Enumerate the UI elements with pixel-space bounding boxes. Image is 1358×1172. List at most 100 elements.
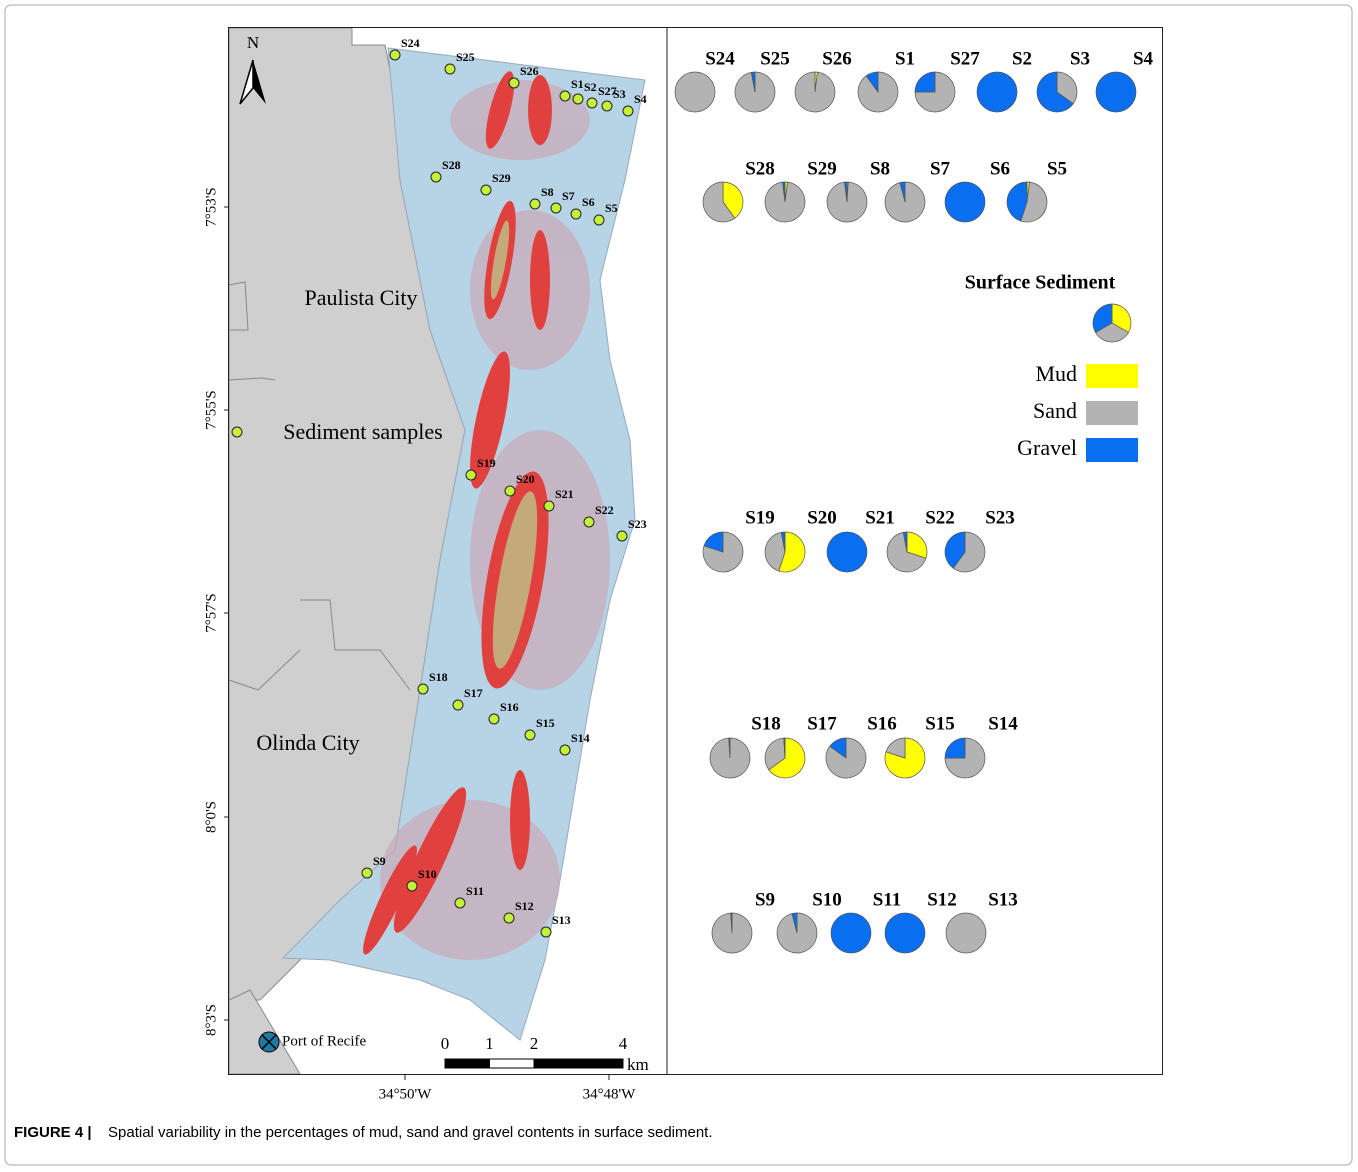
- pie-label: S11: [873, 889, 902, 910]
- pie-label: S8: [870, 158, 890, 179]
- pie-label: S21: [865, 507, 895, 528]
- pie-label: S27: [950, 48, 980, 69]
- place-label: Port of Recife: [282, 1033, 366, 1049]
- scale-segment: [445, 1059, 490, 1068]
- sample-point: [594, 215, 604, 225]
- figure: N Paulista City Sediment samples Olinda …: [0, 0, 1358, 1172]
- sample-label: S21: [555, 487, 574, 501]
- sample-point: [544, 501, 554, 511]
- sample-label: S19: [477, 456, 496, 470]
- pie-label: S23: [985, 507, 1015, 528]
- sample-label: S23: [628, 517, 647, 531]
- legend-label: Gravel: [1017, 435, 1077, 460]
- pie-slice: [827, 532, 867, 572]
- lat-label: 7°55'S: [203, 390, 219, 430]
- sample-label: S16: [500, 700, 519, 714]
- pie-slice: [885, 913, 925, 953]
- legend-title: Surface Sediment: [965, 272, 1116, 294]
- sample-point: [431, 172, 441, 182]
- place-label: Paulista City: [304, 285, 417, 310]
- legend-swatch: [1086, 401, 1138, 425]
- sample-point: [489, 714, 499, 724]
- scale-label: 4: [619, 1034, 628, 1053]
- pie-label: S10: [812, 889, 842, 910]
- lat-label: 7°57'S: [203, 593, 219, 633]
- sample-point: [509, 78, 519, 88]
- pie-label: S19: [745, 507, 775, 528]
- lon-label: 34°48'W: [583, 1086, 637, 1102]
- sample-label: S15: [536, 716, 555, 730]
- sample-label: S25: [456, 50, 475, 64]
- scale-label: 0: [441, 1034, 450, 1053]
- sample-point: [541, 927, 551, 937]
- sample-point: [466, 470, 476, 480]
- sample-label: S9: [373, 854, 386, 868]
- place-label: Sediment samples: [283, 419, 442, 444]
- sample-label: S3: [613, 87, 626, 101]
- pie-slice: [795, 72, 835, 112]
- sample-point: [617, 531, 627, 541]
- sample-label: S6: [582, 195, 595, 209]
- lat-label: 8°0'S: [203, 801, 219, 833]
- pie-label: S22: [925, 507, 955, 528]
- sample-label: S8: [541, 185, 554, 199]
- sample-label: S17: [464, 686, 483, 700]
- pie-slice: [946, 913, 986, 953]
- north-label: N: [247, 33, 259, 52]
- caption-text: Spatial variability in the percentages o…: [108, 1124, 713, 1141]
- legend-swatch: [1086, 364, 1138, 388]
- scale-segment: [534, 1059, 623, 1068]
- pie-slice: [977, 72, 1017, 112]
- map-area: [229, 28, 667, 1074]
- sample-point: [445, 64, 455, 74]
- sample-label: S10: [418, 867, 437, 881]
- pie-slice: [1096, 72, 1136, 112]
- sample-point: [571, 209, 581, 219]
- sample-point: [481, 185, 491, 195]
- sample-point: [504, 913, 514, 923]
- legend-label: Sand: [1033, 398, 1077, 423]
- pie-label: S13: [988, 889, 1018, 910]
- sample-point: [525, 730, 535, 740]
- sample-label: S18: [429, 670, 448, 684]
- pie-label: S9: [755, 889, 775, 910]
- pie-slice: [675, 72, 715, 112]
- scale-label: 2: [530, 1034, 539, 1053]
- scale-segment: [490, 1059, 535, 1068]
- pie-label: S5: [1047, 158, 1067, 179]
- sample-label: S12: [515, 899, 534, 913]
- sample-label: S24: [401, 36, 420, 50]
- pie-slice: [831, 913, 871, 953]
- pie-label: S29: [807, 158, 837, 179]
- sample-label: S26: [520, 64, 539, 78]
- sample-point: [602, 101, 612, 111]
- lat-label: 8°3'S: [203, 1004, 219, 1036]
- sample-label: S28: [442, 158, 461, 172]
- figure-frame: [5, 5, 1352, 1165]
- lat-label: 7°53'S: [203, 187, 219, 227]
- sample-legend-marker: [232, 427, 242, 437]
- pie-label: S24: [705, 48, 735, 69]
- sample-point: [407, 881, 417, 891]
- pie-slice: [945, 182, 985, 222]
- sample-point: [362, 868, 372, 878]
- sample-point: [530, 199, 540, 209]
- sample-label: S1: [571, 77, 584, 91]
- sample-point: [455, 898, 465, 908]
- scale-unit: km: [627, 1055, 649, 1074]
- pie-label: S7: [930, 158, 951, 179]
- pie-label: S4: [1133, 48, 1154, 69]
- pie-label: S20: [807, 507, 837, 528]
- sample-label: S14: [571, 731, 590, 745]
- pie-label: S26: [822, 48, 852, 69]
- legend-swatch: [1086, 438, 1138, 462]
- sample-label: S22: [595, 503, 614, 517]
- sample-label: S29: [492, 171, 511, 185]
- sample-point: [623, 106, 633, 116]
- caption-label: FIGURE 4 |: [14, 1124, 92, 1141]
- scale-label: 1: [485, 1034, 494, 1053]
- pie-label: S17: [807, 713, 837, 734]
- sample-label: S20: [516, 472, 535, 486]
- sample-point: [560, 91, 570, 101]
- sample-point: [390, 50, 400, 60]
